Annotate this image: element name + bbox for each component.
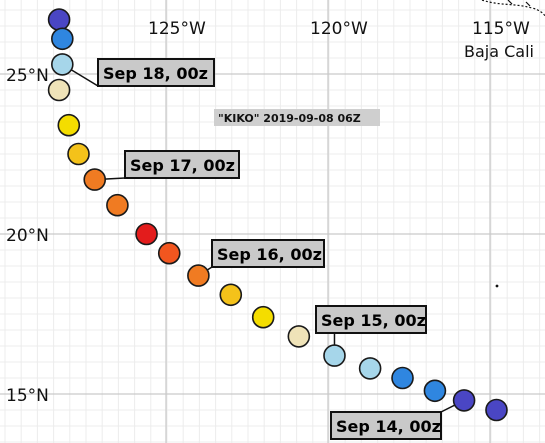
track-point [135,222,158,246]
date-label-text: Sep 15, 00z [321,311,426,330]
track-point [323,344,346,367]
date-label-text: Sep 14, 00z [336,417,441,436]
island-dot [495,284,499,288]
date-labels: Sep 18, 00z Sep 17, 00z Sep 16, 00z Sep 15,… [97,58,442,440]
lat-label-25n: 25°N [6,66,49,86]
date-label-box [97,58,215,87]
track-point [51,27,74,51]
lat-label-20n: 20°N [6,226,49,246]
storm-title-bg [214,109,380,126]
lon-label-120w: 120°W [310,19,368,39]
track-point [452,389,476,412]
date-label-text: Sep 17, 00z [130,156,235,175]
lat-label-15n: 15°N [6,386,49,406]
date-label-box [211,239,325,268]
lon-label-125w: 125°W [148,19,206,39]
track-point [51,53,74,76]
track-point [57,113,81,137]
track-point [47,8,71,31]
track-point [423,379,447,403]
track-point [485,398,508,422]
date-label-box [330,411,442,440]
date-label-text: Sep 18, 00z [103,64,208,83]
track-point [251,305,275,329]
track-point [219,283,243,307]
track-point [157,241,181,265]
region-label: Baja Cali [464,42,534,61]
lon-label-115w: 115°W [472,19,530,39]
track-point [83,168,107,191]
coastline-fragment [507,0,531,7]
storm-track [47,8,508,422]
track-point [358,357,382,380]
storm-title: "KIKO" 2019-09-08 06Z [218,112,361,125]
track-point [391,366,414,390]
track-point [47,78,71,102]
track-point [106,193,129,217]
date-label-box [124,150,240,179]
track-point [67,142,90,166]
track-point [187,264,210,287]
date-label-box [315,305,427,334]
track-point [287,325,311,348]
date-label-text: Sep 16, 00z [217,245,322,264]
